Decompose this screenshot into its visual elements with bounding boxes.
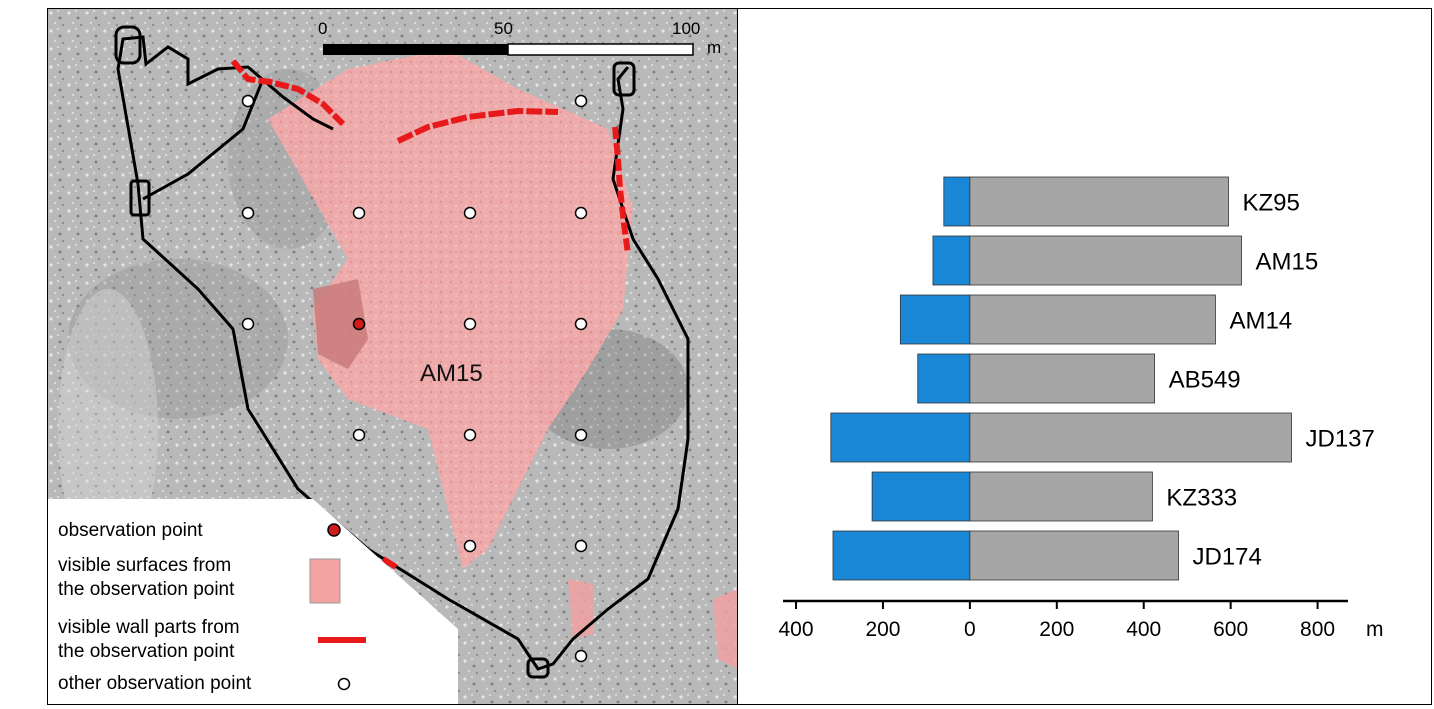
legend-white-dot-icon xyxy=(337,677,351,691)
legend-pink-square-icon xyxy=(309,558,341,604)
scale-tick-label: 50 xyxy=(494,19,513,38)
other-observation-point xyxy=(463,317,477,331)
visible-surface-area xyxy=(568,579,593,639)
bar-negative xyxy=(830,412,971,463)
other-observation-point xyxy=(574,317,588,331)
other-observation-point xyxy=(574,428,588,442)
bar-positive xyxy=(969,412,1292,463)
hill-shade xyxy=(68,259,288,419)
x-tick-label: 200 xyxy=(1039,618,1074,641)
observation-point xyxy=(352,317,366,331)
x-axis-unit-label: m xyxy=(1366,618,1384,641)
other-observation-point xyxy=(574,649,588,663)
scale-unit-label: m xyxy=(707,38,721,57)
bar-negative xyxy=(832,530,971,581)
bar-negative xyxy=(943,176,971,227)
legend-label-visible-surfaces: visible surfaces from xyxy=(58,555,231,576)
other-observation-point xyxy=(241,317,255,331)
visible-wall-part xyxy=(612,126,631,255)
x-tick-label: 800 xyxy=(1300,618,1335,641)
other-observation-point xyxy=(352,206,366,220)
legend-label-other-observation-point: other observation point xyxy=(58,673,252,694)
gate-structure xyxy=(129,179,151,217)
bar-category-label: JD174 xyxy=(1193,544,1262,571)
legend-red-line-icon xyxy=(318,637,366,643)
scale-tick-label: 100 xyxy=(672,19,700,38)
gate-structure xyxy=(526,657,550,679)
map-legend: observation point visible surfaces from … xyxy=(48,499,458,704)
bar-category-label: AM15 xyxy=(1256,249,1319,276)
scale-bar: 0 50 100 m xyxy=(318,19,721,57)
x-tick-label: 400 xyxy=(779,618,814,641)
x-tick-label: 0 xyxy=(964,618,976,641)
x-tick-label: 400 xyxy=(1126,618,1161,641)
gate-structure xyxy=(612,61,636,97)
bar-positive xyxy=(969,294,1216,345)
legend-label-observation-point: observation point xyxy=(58,520,203,541)
bar-positive xyxy=(969,353,1155,404)
wall-outline xyxy=(136,66,690,671)
x-tick-label: 600 xyxy=(1213,618,1248,641)
bar-category-label: JD137 xyxy=(1306,426,1375,453)
bar-negative xyxy=(932,235,971,286)
wall-outline xyxy=(116,35,334,185)
bar-category-label: KZ95 xyxy=(1242,190,1299,217)
other-observation-point xyxy=(352,428,366,442)
other-observation-point xyxy=(463,539,477,553)
site-label: AM15 xyxy=(420,360,483,387)
bar-category-label: AB549 xyxy=(1169,367,1241,394)
other-observation-point xyxy=(463,206,477,220)
other-observation-point xyxy=(574,539,588,553)
scale-tick-label: 0 xyxy=(318,19,327,38)
chart-panel: KZ95 AM15 AM14 AB549 JD137 KZ333 JD174 400 200 0 2… xyxy=(737,8,1432,705)
bar-category-label: KZ333 xyxy=(1166,485,1237,512)
bar-category-label: AM14 xyxy=(1229,308,1292,335)
bar-negative xyxy=(899,294,971,345)
legend-red-dot-icon xyxy=(327,523,341,537)
bar-positive xyxy=(969,471,1153,522)
visible-wall-part xyxy=(230,59,346,127)
other-observation-point xyxy=(463,428,477,442)
legend-label-visible-surfaces-2: the observation point xyxy=(58,579,235,600)
other-observation-point xyxy=(574,206,588,220)
other-observation-point xyxy=(241,206,255,220)
other-observation-point xyxy=(574,94,588,108)
bar-chart: KZ95 AM15 AM14 AB549 JD137 KZ333 JD174 400 200 0 2… xyxy=(779,176,1384,641)
visible-surface-area xyxy=(268,49,633,569)
bar-positive xyxy=(969,530,1179,581)
bar-positive xyxy=(969,176,1229,227)
visible-wall-part xyxy=(381,556,398,570)
other-observation-point xyxy=(241,94,255,108)
bar-positive xyxy=(969,235,1242,286)
map-panel: AM15 0 50 100 m observation point visibl… xyxy=(47,8,739,705)
gate-structure xyxy=(114,25,142,65)
map-canvas: AM15 0 50 100 m observation point visibl… xyxy=(48,9,738,704)
legend-label-visible-wall: visible wall parts from xyxy=(58,617,240,638)
visible-surface-area xyxy=(313,279,368,369)
legend-background xyxy=(48,499,458,704)
visible-surface-area xyxy=(713,589,738,669)
visible-wall-part xyxy=(396,107,559,144)
legend-label-visible-wall-2: the observation point xyxy=(58,641,235,662)
bar-negative xyxy=(871,471,971,522)
bar-negative xyxy=(917,353,971,404)
x-tick-label: 200 xyxy=(865,618,900,641)
